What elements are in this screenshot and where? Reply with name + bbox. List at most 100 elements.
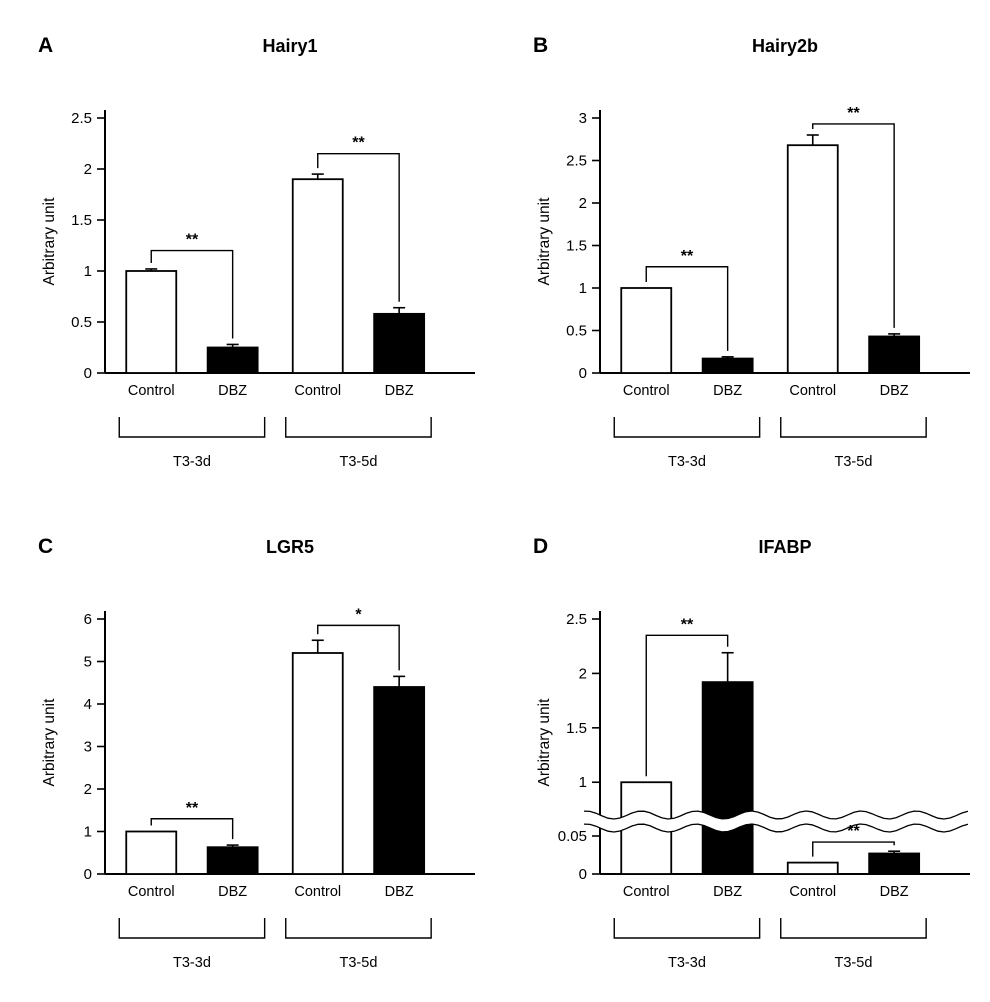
bar-dbz-t3-3d [701,681,754,875]
bar-dbz-t3-3d [206,846,259,875]
y-tick-label: 2.5 [566,611,587,628]
y-tick-label: 4 [84,696,92,713]
x-category-label: DBZ [713,884,742,900]
group-label: T3-3d [668,454,706,470]
group-bracket [118,918,266,939]
x-category-label: Control [128,383,175,399]
x-category-label: DBZ [880,383,909,399]
bar-chart-hairy2b: B Hairy2b Arbitrary unit 0 0.5 1 1.5 2 2.5 3 Contr… [533,34,970,470]
chart-title: LGR5 [266,537,314,557]
significance-label: ** [847,105,860,122]
y-tick-label: 0 [84,365,92,382]
significance-label: * [355,606,362,623]
significance-label: ** [847,823,860,840]
significance-label: ** [352,135,365,152]
x-category-label: DBZ [385,383,414,399]
bar-dbz-t3-5d [868,852,921,875]
x-category-label: Control [294,383,341,399]
significance-label: ** [186,232,199,249]
x-category-label: DBZ [218,884,247,900]
x-category-label: Control [789,383,836,399]
y-tick-label: 0.5 [71,314,92,331]
bar-dbz-t3-3d [701,357,754,374]
group-bracket [118,417,266,438]
y-tick-label: 2 [84,161,92,178]
group-label: T3-5d [835,454,873,470]
y-tick-label: 0.5 [566,323,587,340]
panel-a: A Hairy1 Arbitrary unit 0 0.5 1 1.5 2 2.5 Control… [0,0,495,501]
group-bracket [613,918,761,939]
x-category-label: Control [623,884,670,900]
y-tick-label: 2 [579,195,587,212]
y-tick-label: 1 [579,774,587,791]
panel-letter: D [533,535,548,558]
y-tick-label: 1.5 [71,212,92,229]
y-tick-label: 3 [579,110,587,127]
group-label: T3-3d [173,454,211,470]
bar-dbz-t3-5d [373,686,426,875]
significance-bracket [150,249,234,339]
y-axis-label: Arbitrary unit [41,698,58,787]
panel-letter: C [38,535,53,558]
y-axis-label: Arbitrary unit [41,197,58,286]
axis-break-line-bottom [583,823,969,833]
bar-control-t3-3d [620,287,673,374]
chart-title: Hairy1 [262,36,317,56]
x-category-label: DBZ [880,884,909,900]
axis-break-line-top [583,810,969,820]
group-bracket [780,918,927,939]
group-bracket [780,417,927,438]
x-category-label: Control [294,884,341,900]
group-label: T3-5d [340,454,378,470]
bar-control-t3-5d [786,144,839,374]
significance-bracket [317,624,400,671]
bar-dbz-t3-5d [373,312,426,374]
significance-bracket [317,153,400,302]
panel-letter: A [38,34,53,57]
significance-label: ** [681,248,694,265]
group-bracket [613,417,761,438]
x-category-label: Control [128,884,175,900]
y-tick-label: 1 [84,263,92,280]
bar-dbz-t3-5d [868,335,921,374]
y-tick-label: 2 [579,665,587,682]
y-tick-label: 2.5 [71,110,92,127]
group-label: T3-5d [835,955,873,971]
bar-control-t3-5d [291,652,344,875]
y-tick-label: 0.05 [558,828,587,845]
group-label: T3-3d [173,955,211,971]
group-bracket [285,417,432,438]
bar-chart-lgr5: C LGR5 Arbitrary unit 0 1 2 3 4 5 6 Control DBZ Cont… [38,535,475,971]
group-label: T3-5d [340,955,378,971]
x-category-label: DBZ [385,884,414,900]
y-tick-label: 0 [579,365,587,382]
chart-title: Hairy2b [752,36,818,56]
y-tick-label: 0 [84,866,92,883]
panel-d: D IFABP Arbitrary unit 0 0.05 1 1.5 2 2.5 Control… [495,501,990,1002]
group-label: T3-3d [668,955,706,971]
x-category-label: Control [623,383,670,399]
group-bracket [285,918,432,939]
x-category-label: Control [789,884,836,900]
y-tick-label: 2.5 [566,153,587,170]
significance-bracket [150,818,234,840]
y-tick-label: 0 [579,866,587,883]
significance-label: ** [186,800,199,817]
y-tick-label: 5 [84,654,92,671]
bar-control-t3-3d [125,830,178,875]
panel-c: C LGR5 Arbitrary unit 0 1 2 3 4 5 6 Control DBZ Cont… [0,501,495,1002]
y-tick-label: 1 [579,280,587,297]
y-tick-label: 1.5 [566,720,587,737]
x-category-label: DBZ [218,383,247,399]
y-axis-label: Arbitrary unit [536,698,553,787]
significance-bracket [645,266,729,351]
bar-control-t3-3d [125,270,178,374]
y-tick-label: 1 [84,824,92,841]
x-category-label: DBZ [713,383,742,399]
significance-label: ** [681,616,694,633]
chart-title: IFABP [758,537,811,557]
significance-bracket [812,123,895,328]
y-axis-label: Arbitrary unit [536,197,553,286]
bar-control-t3-5d [291,178,344,374]
